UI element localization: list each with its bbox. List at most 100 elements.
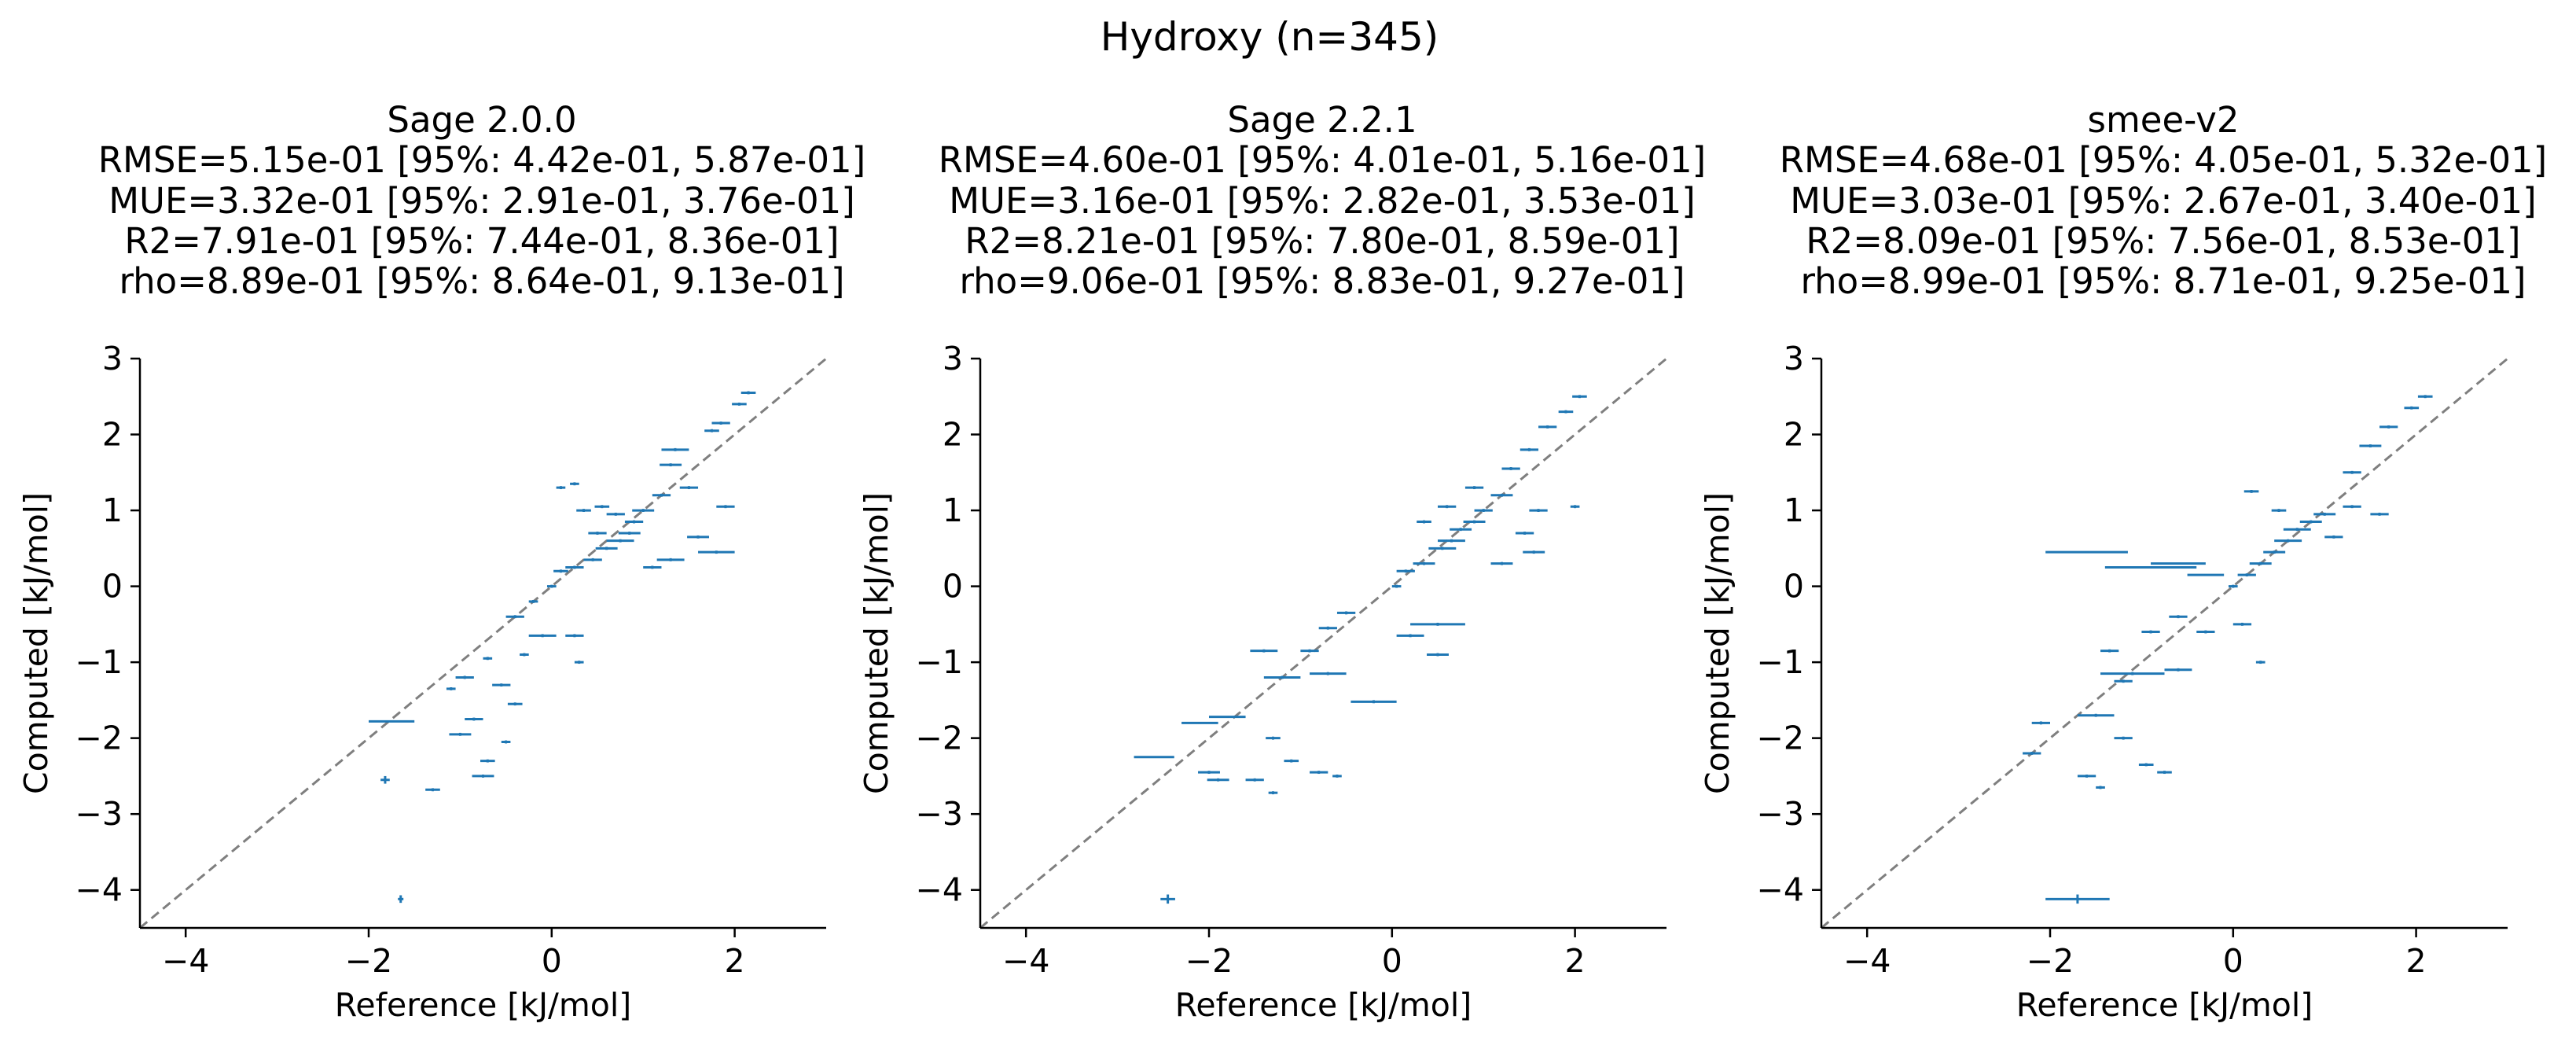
data-point <box>595 547 618 550</box>
data-point <box>2077 713 2115 717</box>
data-point <box>2283 528 2311 532</box>
data-point <box>2100 672 2165 675</box>
data-point <box>1438 505 1457 509</box>
data-point <box>465 717 483 721</box>
y-tick-label: 2 <box>943 416 963 454</box>
x-tick-label: 0 <box>2223 942 2243 980</box>
x-tick-label: 2 <box>725 942 745 980</box>
data-point <box>2157 771 2172 775</box>
y-tick-label: −4 <box>75 871 123 909</box>
data-point <box>679 486 699 490</box>
data-point <box>546 584 557 588</box>
data-point <box>1523 550 1545 554</box>
panel-stat-line: rho=9.06e-01 [95%: 8.83e-01, 9.27e-01] <box>959 260 1685 302</box>
y-tick-label: −4 <box>916 871 963 909</box>
data-point <box>1207 778 1229 782</box>
y-tick-label: −2 <box>1757 720 1804 757</box>
data-point <box>716 505 735 509</box>
data-point <box>606 512 625 516</box>
data-point <box>2023 752 2041 755</box>
data-point <box>2045 550 2128 554</box>
data-point <box>1417 520 1431 524</box>
data-point <box>528 634 557 638</box>
data-point <box>711 421 730 425</box>
data-point <box>2417 395 2433 399</box>
data-point <box>594 505 610 509</box>
panel-title: smee-v2 <box>2088 99 2240 141</box>
data-point <box>2343 470 2361 474</box>
y-axis-label: Computed [kJ/mol] <box>17 492 55 794</box>
x-tick-label: −4 <box>162 942 209 980</box>
x-axis-label: Reference [kJ/mol] <box>1175 986 1472 1024</box>
data-point <box>2045 894 2110 904</box>
data-point <box>2100 649 2119 653</box>
panel-stat-line: R2=7.91e-01 [95%: 7.44e-01, 8.36e-01] <box>124 220 839 262</box>
data-point <box>2114 736 2133 740</box>
y-tick-label: −1 <box>1757 643 1804 681</box>
data-point <box>1463 520 1486 524</box>
data-point <box>2151 562 2206 565</box>
y-tick-label: −3 <box>1757 795 1804 833</box>
panel-stat-line: MUE=3.32e-01 [95%: 2.91e-01, 3.76e-01] <box>108 180 855 222</box>
y-tick-label: −3 <box>75 795 123 833</box>
panel-stat-line: MUE=3.03e-01 [95%: 2.67e-01, 3.40e-01] <box>1790 180 2537 222</box>
x-tick-label: −4 <box>1002 942 1049 980</box>
figure-title: Hydroxy (n=345) <box>1101 14 1439 60</box>
data-point <box>1318 626 1337 630</box>
data-point <box>1250 649 1278 653</box>
data-point <box>1198 771 1220 775</box>
data-point <box>574 661 584 664</box>
x-tick-label: 2 <box>1565 942 1586 980</box>
data-point <box>480 759 495 763</box>
identity-line <box>139 357 827 929</box>
data-point <box>1570 505 1580 509</box>
data-point <box>565 565 584 569</box>
panel-stat-line: MUE=3.16e-01 [95%: 2.82e-01, 3.53e-01] <box>949 180 1696 222</box>
data-point <box>1134 756 1174 759</box>
data-point <box>652 493 671 497</box>
data-point <box>1427 653 1449 657</box>
panel-title: Sage 2.2.1 <box>1227 99 1417 141</box>
data-point <box>1310 672 1347 675</box>
x-tick-label: −2 <box>1185 942 1233 980</box>
data-point <box>2359 444 2382 447</box>
data-point <box>1464 486 1484 490</box>
y-axis-label: Computed [kJ/mol] <box>1699 492 1736 794</box>
data-point <box>570 482 579 486</box>
data-point <box>1438 539 1465 543</box>
data-point <box>1263 675 1301 679</box>
data-point <box>2343 505 2361 509</box>
data-point <box>369 720 415 723</box>
data-point <box>588 532 607 535</box>
data-point <box>606 539 634 543</box>
y-tick-label: −4 <box>1757 871 1804 909</box>
y-tick-label: 0 <box>1784 568 1804 605</box>
data-point <box>2255 661 2265 664</box>
data-point <box>1396 634 1424 638</box>
data-point <box>1284 759 1299 763</box>
data-point <box>398 895 404 904</box>
y-tick-label: 1 <box>1784 491 1804 529</box>
data-point <box>1515 532 1534 535</box>
data-point <box>2370 512 2389 516</box>
data-point <box>632 509 655 512</box>
data-point <box>1474 509 1493 512</box>
y-tick-label: −3 <box>916 795 963 833</box>
y-tick-label: 3 <box>102 340 123 377</box>
data-point <box>2031 721 2050 725</box>
data-point <box>2228 584 2238 588</box>
data-point <box>2313 512 2336 516</box>
data-points <box>369 391 756 904</box>
y-tick-label: −2 <box>75 720 123 757</box>
data-point <box>576 509 591 512</box>
y-tick-label: 3 <box>943 340 963 377</box>
data-points <box>2023 395 2433 904</box>
x-tick-label: 0 <box>1382 942 1402 980</box>
y-tick-label: −2 <box>916 720 963 757</box>
data-point <box>1558 410 1574 414</box>
data-point <box>1501 467 1520 470</box>
data-point <box>2243 490 2259 493</box>
